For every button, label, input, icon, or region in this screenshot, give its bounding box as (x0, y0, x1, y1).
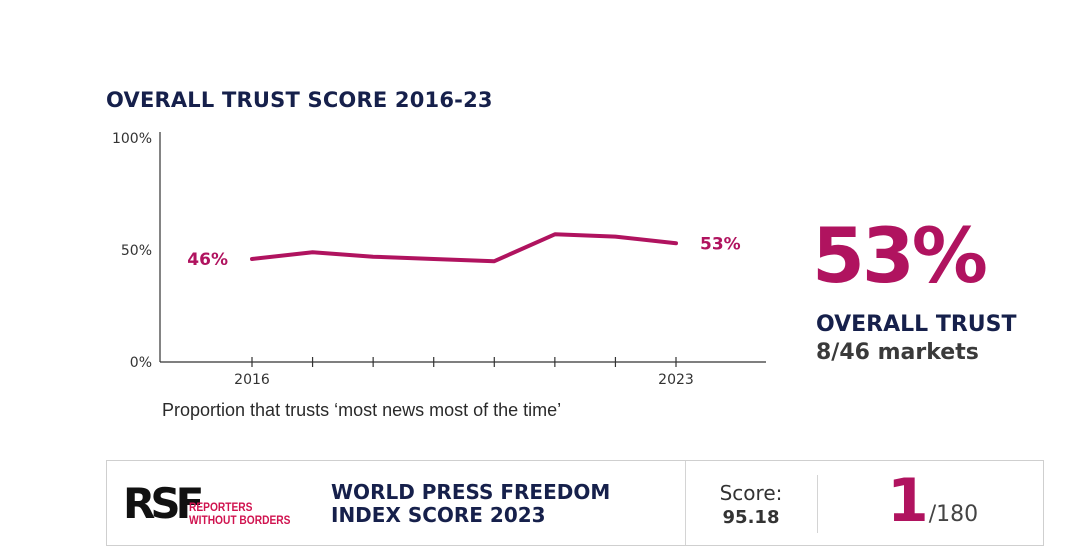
rank-number: 1 (887, 466, 929, 536)
first-value-label: 46% (187, 250, 228, 270)
rsf-logo-line2: WITHOUT BORDERS (189, 513, 291, 527)
data-labels: 46% 53% (187, 234, 740, 270)
rsf-logo-mark: RSF (123, 479, 204, 528)
rank-total: /180 (928, 502, 979, 527)
x-tick-label: 2016 (234, 372, 270, 388)
markets-rank: 8/46 markets (816, 340, 979, 365)
rsf-logo: RSF REPORTERS WITHOUT BORDERS (123, 481, 303, 527)
overall-trust-label: OVERALL TRUST (816, 312, 1017, 337)
chart-title: OVERALL TRUST SCORE 2016-23 (106, 88, 493, 112)
rsf-logo-name: REPORTERS WITHOUT BORDERS (189, 501, 308, 527)
y-axis: 0% 50% 100% (112, 131, 161, 371)
rsf-panel: RSF REPORTERS WITHOUT BORDERS WORLD PRES… (106, 460, 1044, 546)
index-title: WORLD PRESS FREEDOM INDEX SCORE 2023 (331, 481, 610, 527)
y-tick-label: 0% (130, 355, 152, 371)
index-title-line2: INDEX SCORE 2023 (331, 503, 546, 527)
trust-series-line (250, 232, 678, 264)
overall-trust-value: 53% (812, 211, 988, 300)
y-tick-label: 50% (121, 243, 152, 259)
series-group (250, 232, 678, 264)
score-value: 95.18 (722, 507, 780, 528)
x-axis: 2016 2023 (160, 357, 766, 388)
y-tick-label: 100% (112, 131, 152, 147)
rsf-logo-line1: REPORTERS (189, 500, 253, 514)
panel-divider (817, 475, 818, 533)
index-title-line1: WORLD PRESS FREEDOM (331, 480, 611, 504)
x-tick-label: 2023 (658, 372, 694, 388)
chart-caption: Proportion that trusts ‘most news most o… (162, 400, 562, 420)
panel-divider (685, 461, 686, 545)
press-freedom-rank: 1/180 (887, 469, 978, 533)
score-label: Score: (719, 481, 783, 505)
last-value-label: 53% (700, 234, 741, 254)
